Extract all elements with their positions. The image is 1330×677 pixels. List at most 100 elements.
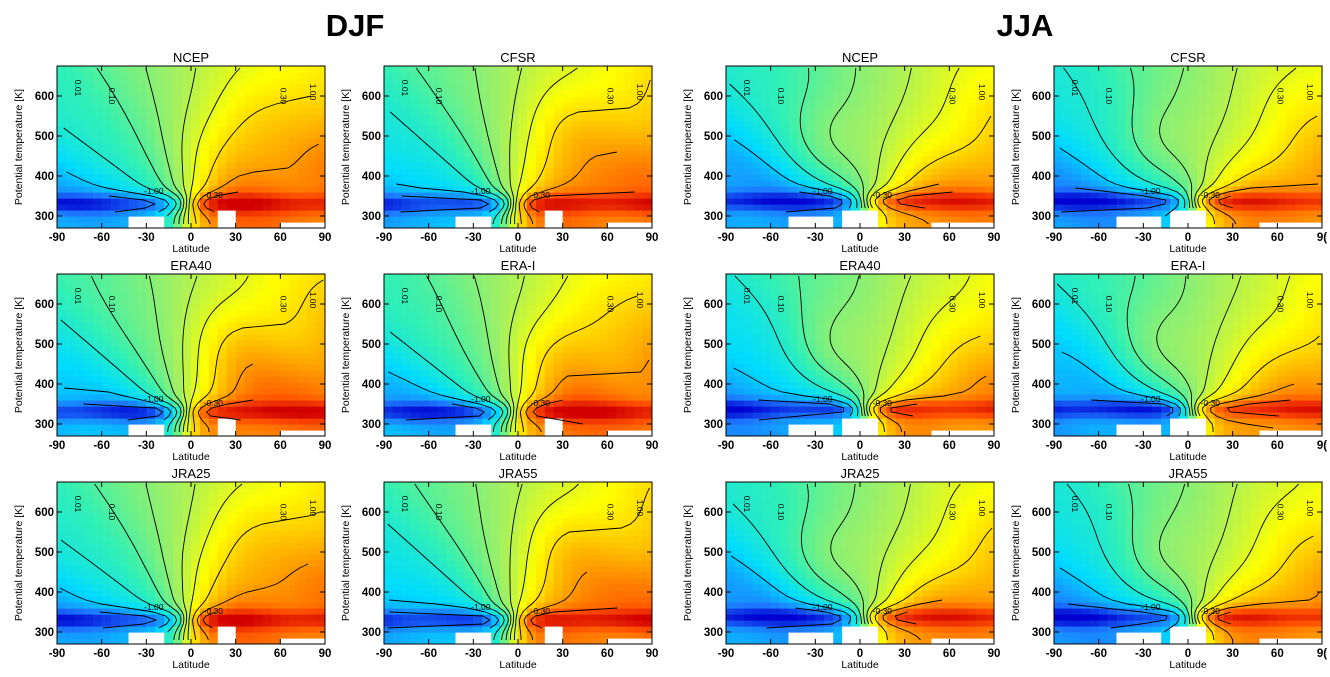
field-cell — [155, 572, 165, 579]
field-cell — [562, 72, 573, 79]
field-cell — [244, 126, 255, 133]
field-cell — [226, 204, 237, 211]
field-cell — [446, 626, 456, 633]
field-cell — [155, 394, 165, 401]
field-cell — [643, 204, 652, 211]
field-cell — [65, 334, 76, 341]
field-cell — [74, 168, 85, 175]
field-cell — [607, 156, 617, 163]
field-cell — [419, 334, 430, 341]
field-cell — [101, 412, 112, 419]
field-cell — [164, 500, 174, 507]
field-cell — [473, 430, 483, 436]
field-cell — [128, 584, 138, 591]
field-cell — [598, 286, 608, 293]
field-cell — [419, 352, 430, 359]
field-cell — [384, 316, 394, 323]
field-cell — [491, 352, 501, 359]
field-cell — [74, 364, 85, 371]
field-cell — [473, 602, 483, 609]
field-cell — [643, 138, 652, 145]
field-cell — [598, 78, 608, 85]
field-cell — [562, 90, 573, 97]
contour-label: -0.30 — [204, 190, 224, 200]
field-cell — [553, 96, 564, 103]
field-cell — [518, 352, 528, 359]
field-cell — [428, 412, 439, 419]
field-cell — [589, 198, 599, 205]
field-cell — [199, 162, 210, 169]
field-cell — [482, 382, 492, 389]
field-cell — [101, 548, 112, 555]
field-cell — [244, 334, 255, 341]
field-cell — [500, 572, 510, 579]
field-cell — [92, 204, 103, 211]
field-cell — [289, 198, 299, 205]
field-cell — [392, 412, 403, 419]
field-cell — [535, 340, 546, 347]
field-cell — [182, 126, 192, 133]
field-cell — [280, 180, 290, 187]
field-cell — [455, 222, 465, 228]
field-cell — [598, 536, 608, 543]
field-cell — [562, 524, 573, 531]
field-cell — [616, 286, 626, 293]
field-cell — [65, 518, 76, 525]
field-cell — [74, 542, 85, 549]
y-axis-label: Potential temperature [K] — [13, 297, 25, 413]
field-cell — [634, 280, 644, 287]
field-cell — [137, 506, 147, 513]
field-cell — [110, 162, 121, 169]
field-cell — [164, 584, 174, 591]
field-cell — [384, 102, 394, 109]
field-cell — [146, 78, 156, 85]
field-cell — [428, 376, 439, 383]
field-cell — [446, 192, 456, 199]
field-cell — [535, 388, 546, 395]
field-cell — [392, 162, 403, 169]
field-cell — [455, 174, 465, 181]
field-cell — [419, 412, 430, 419]
field-cell — [518, 304, 528, 311]
field-cell — [57, 506, 67, 513]
field-cell — [482, 494, 492, 501]
field-cell — [280, 352, 290, 359]
field-cell — [57, 90, 67, 97]
field-cell — [280, 590, 290, 597]
field-cells: 0.01 0.10 0.30 1.00-1.00 -0.30 — [57, 66, 325, 228]
field-cell — [262, 114, 272, 121]
field-cell — [65, 216, 76, 223]
field-cell — [164, 614, 174, 621]
field-cell — [455, 548, 465, 555]
field-cell — [589, 554, 599, 561]
field-cell — [191, 222, 201, 228]
field-cell — [562, 358, 573, 365]
field-cell — [182, 340, 192, 347]
field-cell — [244, 602, 255, 609]
contour-line — [192, 279, 324, 433]
field-cell — [473, 304, 483, 311]
field-cell — [598, 382, 608, 389]
field-cell — [455, 572, 465, 579]
field-cell — [199, 590, 210, 597]
field-cell — [92, 162, 103, 169]
field-cell — [401, 126, 412, 133]
field-cell — [401, 322, 412, 329]
field-cell — [535, 168, 546, 175]
field-cell — [571, 144, 582, 151]
field-cell — [643, 90, 652, 97]
field-cell — [428, 150, 439, 157]
field-cell — [65, 352, 76, 359]
field-cell — [119, 304, 129, 311]
field-cell — [182, 162, 192, 169]
field-cell — [191, 114, 201, 121]
field-cell — [401, 388, 412, 395]
field-cell — [464, 340, 474, 347]
field-cell — [253, 554, 263, 561]
x-tick-label: 90 — [646, 440, 659, 452]
field-cell — [419, 620, 430, 627]
field-cell — [110, 292, 121, 299]
field-cell — [419, 572, 430, 579]
field-cell — [235, 554, 246, 561]
field-cell — [509, 424, 519, 431]
